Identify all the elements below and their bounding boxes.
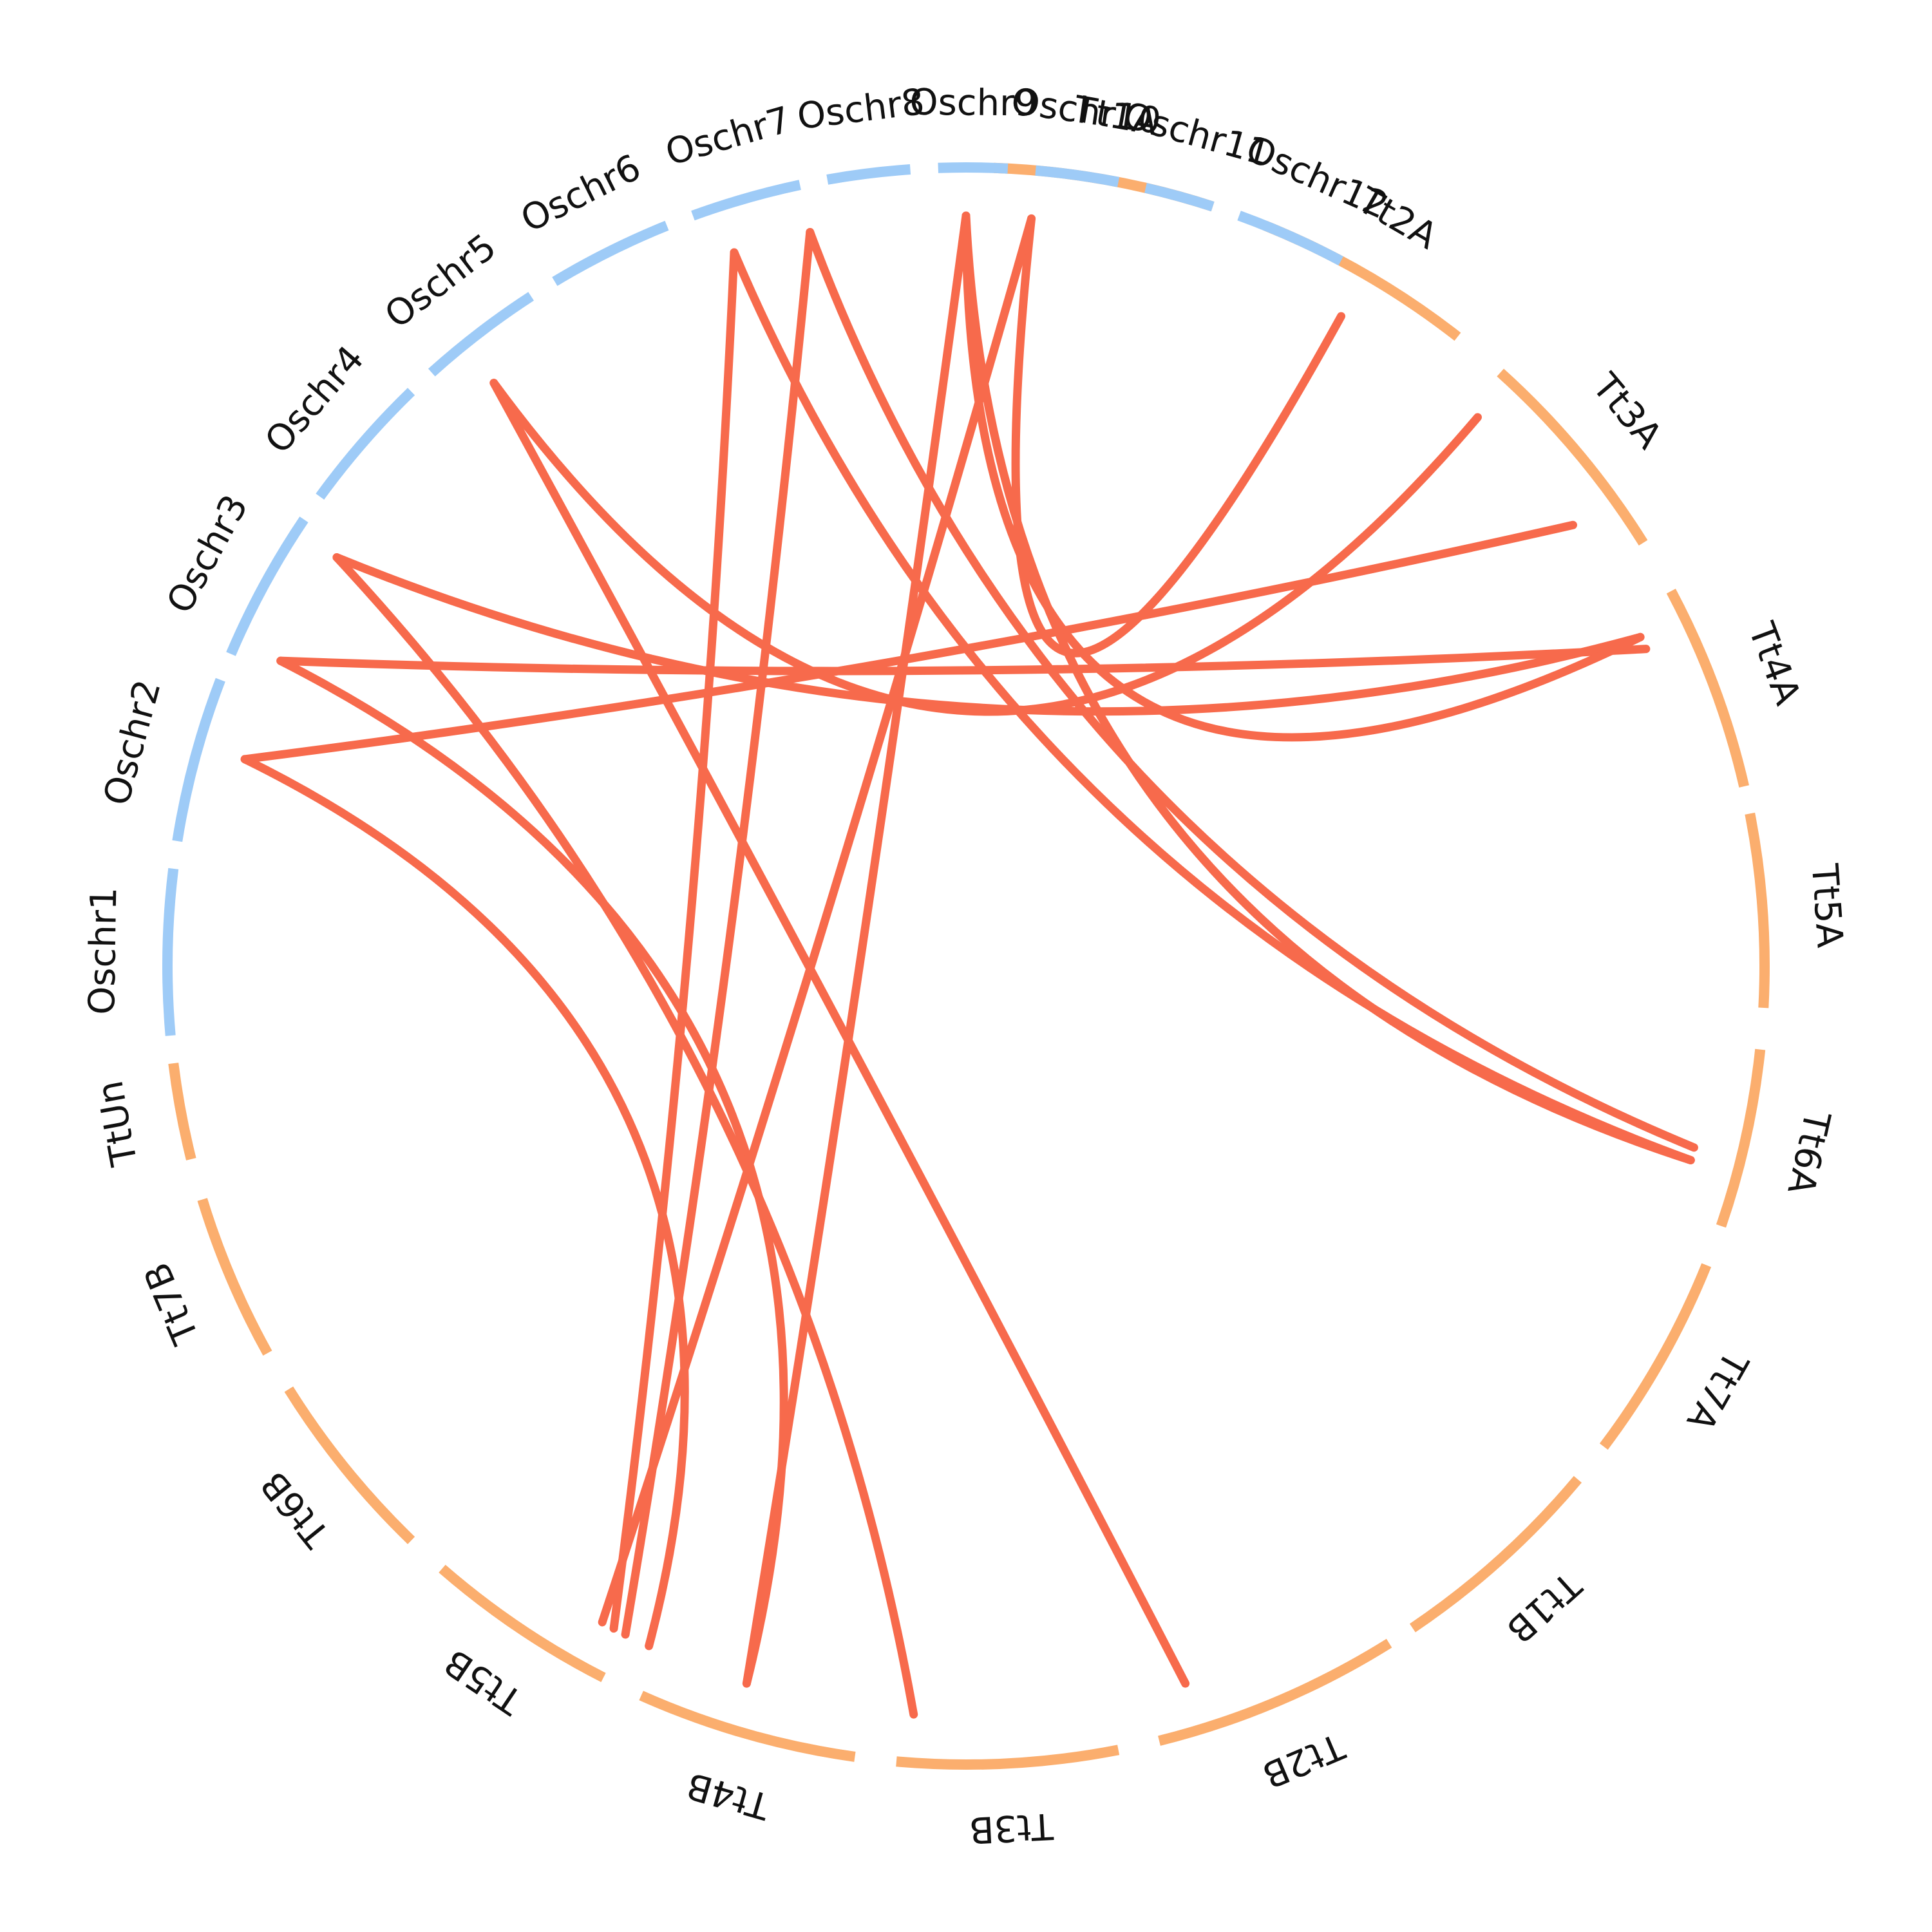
label-tt2b: Tt2B (1256, 1725, 1350, 1796)
label-tt4b: Tt4B (682, 1764, 775, 1828)
link-oschr9-tt5b (621, 227, 815, 1639)
segment-tt5b (439, 1564, 606, 1682)
segment-ttun (168, 1063, 196, 1160)
link-oschr5-tt2a (489, 379, 1482, 716)
label-oschr12: Oschr12 (1240, 128, 1394, 227)
label-oschr4: Oschr4 (257, 338, 372, 462)
label-oschr2: Oschr2 (96, 676, 169, 810)
segment-oschr6 (552, 220, 669, 286)
segment-oschr4 (316, 388, 415, 500)
segment-tt2b (1158, 1638, 1392, 1746)
segment-oschr1 (162, 867, 179, 1036)
segment-oschr2 (172, 677, 225, 842)
label-oschr5: Oschr5 (377, 226, 504, 337)
label-oschr1: Oschr1 (81, 887, 125, 1015)
link-oschr9-tt5a (806, 227, 1698, 1152)
segment-tt4a (1666, 589, 1750, 788)
segment-tt4b (639, 1690, 856, 1762)
segment-oschr9 (938, 162, 1009, 174)
segment-tt6b (284, 1386, 415, 1544)
link-oschr1-tt3a (240, 520, 1577, 764)
label-tt4a: Tt4A (1740, 616, 1809, 710)
segment-oschr3 (226, 516, 308, 656)
link-oschr11-tt4b (742, 211, 971, 1688)
label-tt6a: Tt6A (1779, 1107, 1838, 1198)
link-oschr1-tt3b (240, 755, 689, 1651)
label-tt3a: Tt3A (1584, 365, 1670, 457)
link-oschr8-tt5b (609, 248, 739, 1633)
label-ttun: TtUn (89, 1077, 146, 1170)
label-oschr6: Oschr6 (515, 146, 647, 241)
segment-tt5a (1745, 812, 1770, 1009)
segment-tt1b (1409, 1475, 1582, 1633)
label-tt7a: Tt7A (1678, 1343, 1756, 1437)
segment-tt7a (1599, 1263, 1712, 1450)
segment-oschr12 (1237, 211, 1343, 266)
synteny-links (240, 211, 1698, 1719)
label-oschr8: Oschr8 (795, 81, 927, 138)
label-tt1b: Tt1B (1499, 1563, 1589, 1651)
label-tt5b: Tt5B (437, 1641, 531, 1723)
link-oschr12-tt5b (598, 214, 1036, 1627)
link-oschr3-tt4a (276, 645, 1651, 676)
link-oschr11-tt5a (961, 211, 1695, 1165)
link-oschr3-tt4b (276, 656, 788, 1688)
label-tt3b: Tt3B (968, 1804, 1054, 1851)
segment-oschr10 (1035, 165, 1120, 187)
segment-oschr11 (1144, 182, 1215, 212)
segment-oschr8 (826, 164, 911, 185)
label-tt7b: Tt7B (136, 1256, 207, 1350)
link-oschr12-tt1a (1011, 214, 1345, 658)
segment-tt7b (197, 1198, 272, 1356)
chromosome-labels: Tt1ATt2ATt3ATt4ATt5ATt6ATt7ATt1BTt2BTt3B… (81, 80, 1851, 1851)
segment-tt3b (896, 1745, 1120, 1770)
label-tt5a: Tt5A (1803, 862, 1851, 949)
label-oschr3: Oschr3 (159, 488, 257, 620)
link-oschr5-tt1b (489, 379, 1190, 1688)
segment-oschr7 (691, 180, 801, 221)
link-oschr11-tt4a (961, 211, 1645, 742)
segment-tt6a (1716, 1048, 1766, 1228)
segment-oschr5 (428, 292, 535, 377)
label-oschr7: Oschr7 (661, 99, 795, 174)
label-oschr9: Oschr9 (909, 82, 1037, 125)
chromosome-segments (162, 162, 1770, 1770)
label-tt6b: Tt6B (252, 1463, 338, 1555)
segment-tt3a (1497, 368, 1648, 546)
